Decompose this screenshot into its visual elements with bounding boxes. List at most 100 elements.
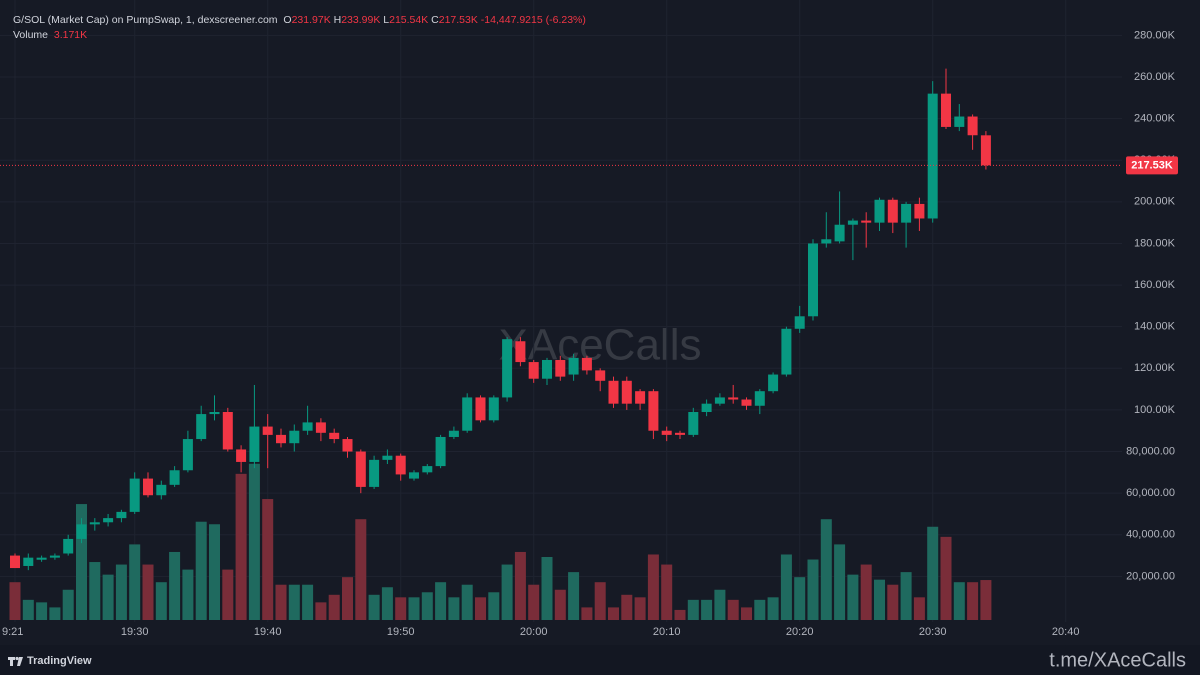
l-val: 215.54K	[389, 14, 429, 26]
candle-body	[169, 470, 180, 485]
y-tick-label: 20,000.00	[1126, 570, 1175, 582]
volume-bar	[488, 592, 500, 620]
volume-bar	[248, 463, 260, 620]
candle-body	[395, 455, 406, 475]
candle-body	[887, 199, 898, 223]
volume-bar	[754, 599, 766, 620]
candle-body	[10, 555, 20, 569]
volume-row: Volume 3.171K	[13, 28, 586, 43]
o-key: O	[283, 14, 292, 26]
volume-bar	[275, 584, 287, 620]
volume-bar	[594, 582, 606, 620]
volume-bar	[461, 584, 473, 620]
symbol: G/SOL (Market Cap) on PumpSwap, 1, dexsc…	[13, 14, 278, 26]
candle-body	[941, 93, 951, 127]
volume-bar	[860, 564, 872, 620]
candle-body	[954, 116, 965, 127]
volume-bar	[475, 597, 486, 620]
volume-bar	[421, 592, 433, 620]
l-key: L	[383, 14, 390, 26]
candle-body	[914, 203, 925, 219]
c-key: C	[431, 14, 439, 26]
y-tick-label: 160.00K	[1134, 279, 1176, 291]
volume-bar	[328, 594, 340, 620]
volume-bar	[794, 577, 806, 620]
candle-body	[89, 522, 100, 525]
candle-body	[528, 362, 539, 379]
candle-body	[182, 439, 193, 471]
candle-body	[23, 557, 34, 566]
candle-body	[847, 220, 858, 225]
volume-bar	[262, 499, 274, 620]
legend: G/SOL (Market Cap) on PumpSwap, 1, dexsc…	[13, 13, 586, 43]
y-tick-label: 280.00K	[1134, 29, 1176, 41]
y-tick-label: 120.00K	[1134, 362, 1176, 374]
y-tick-label: 200.00K	[1134, 196, 1176, 208]
h-key: H	[333, 14, 342, 26]
volume-bar	[9, 582, 21, 620]
grid	[0, 0, 1122, 622]
candle-body	[555, 359, 566, 377]
volume-bar	[874, 579, 885, 620]
candle-body	[409, 472, 419, 479]
y-tick-label: 60,000.00	[1126, 487, 1175, 499]
candle-body	[236, 449, 247, 462]
last-price-label: 217.53K	[1131, 159, 1173, 171]
volume-bar	[967, 582, 979, 620]
volume-bar	[980, 580, 992, 620]
candle-body	[342, 439, 353, 452]
volume-bar	[634, 597, 646, 620]
volume-val: 3.171K	[53, 29, 88, 41]
candle-body	[76, 524, 87, 539]
candle-body	[435, 436, 446, 467]
candle-body	[462, 397, 473, 431]
volume-bar	[501, 564, 513, 620]
candle-body	[595, 370, 606, 381]
volume-bar	[209, 524, 220, 620]
candle-body	[794, 316, 805, 329]
volume-bar	[222, 569, 234, 620]
candle-body	[156, 484, 167, 496]
candle-body	[249, 426, 260, 462]
volume-bar	[847, 574, 859, 620]
volume-bar	[608, 607, 619, 620]
volume-bar	[568, 572, 580, 620]
x-tick-label: 19:40	[254, 626, 282, 638]
candle-body	[608, 380, 619, 404]
candle-body	[701, 403, 712, 412]
candle-body	[276, 434, 286, 444]
volume-bar	[900, 572, 912, 620]
volume-bar	[155, 582, 167, 620]
axes: 20,000.00 40,000.00 60,000.00 80,000.00 100.…	[0, 29, 1178, 638]
volume-bar	[674, 609, 686, 620]
volume-bar	[89, 562, 101, 620]
volume-bar	[235, 473, 247, 620]
candle-body	[861, 220, 872, 223]
candle-body	[621, 380, 632, 404]
change-pct: (-6.23%)	[545, 14, 586, 26]
x-tick-label: 19:30	[121, 626, 149, 638]
candle-body	[422, 466, 433, 473]
volume-bar	[514, 551, 526, 620]
volume-bar	[115, 564, 127, 620]
candles	[10, 68, 991, 571]
candle-body	[143, 478, 153, 496]
volume-bar	[315, 602, 327, 620]
candle-body	[675, 432, 685, 435]
candle-body	[808, 243, 818, 317]
candle-body	[49, 555, 60, 558]
volume-bar	[49, 607, 61, 620]
y-tick-label: 240.00K	[1134, 113, 1176, 125]
x-tick-label: 20:00	[520, 626, 548, 638]
candle-body	[355, 451, 366, 487]
last-price-box	[1126, 156, 1178, 175]
candle-body	[369, 459, 380, 487]
candle-body	[874, 199, 885, 223]
x-tick-label: 19:50	[387, 626, 415, 638]
candle-body	[103, 518, 114, 523]
volume-bar	[302, 584, 314, 620]
candle-body	[448, 430, 459, 437]
volume-bar	[76, 504, 87, 620]
volume-bar	[288, 584, 300, 620]
